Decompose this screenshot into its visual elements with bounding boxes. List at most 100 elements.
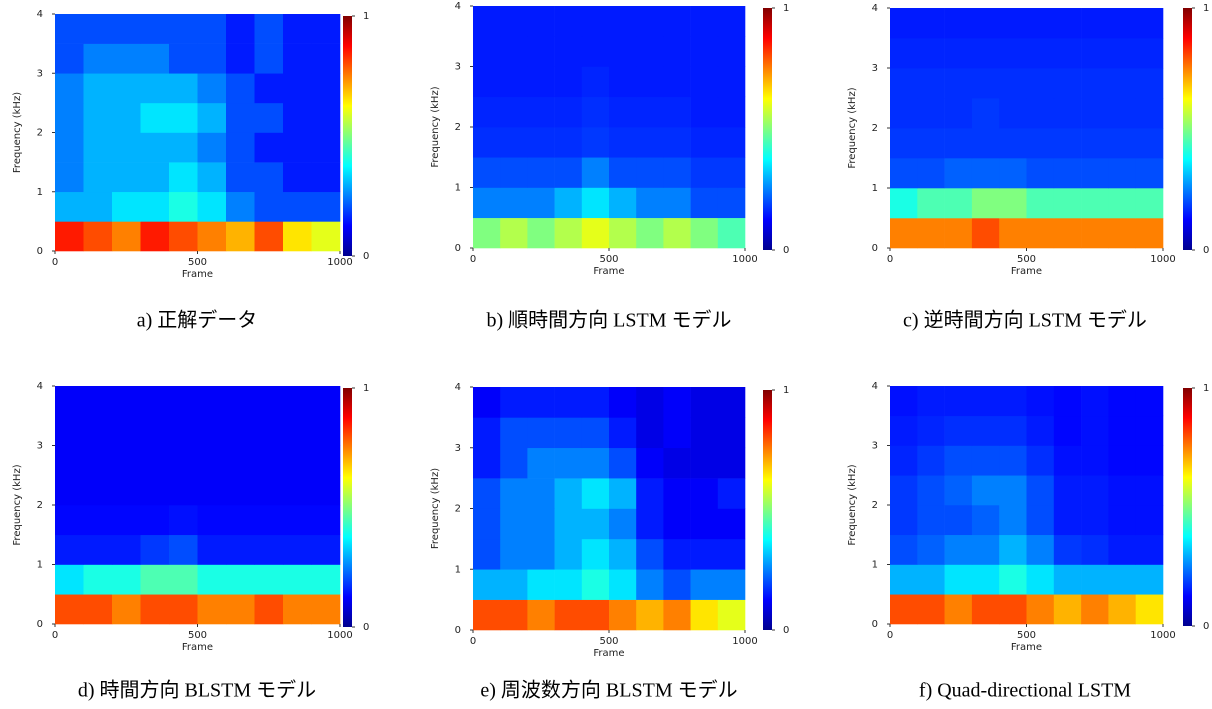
heatmap-cell xyxy=(663,127,691,158)
heatmap-cell xyxy=(312,221,341,251)
heatmap-cell xyxy=(500,36,528,67)
heatmap-cell xyxy=(917,535,945,565)
heatmap-cell xyxy=(1054,446,1082,476)
heatmap-cell xyxy=(112,416,141,446)
heatmap-cell xyxy=(945,386,973,416)
heatmap-cell xyxy=(112,565,141,595)
heatmap-cell xyxy=(527,600,555,631)
heatmap-cell xyxy=(1027,8,1055,38)
heatmap-cell xyxy=(555,448,583,479)
heatmap-cell xyxy=(890,535,918,565)
heatmap-cell xyxy=(555,509,583,540)
heatmap-cell xyxy=(112,73,141,103)
heatmap-cell xyxy=(1108,8,1136,38)
heatmap-cell xyxy=(312,133,341,163)
heatmap-cell xyxy=(718,6,746,37)
heatmap-cell xyxy=(169,565,198,595)
heatmap-cell xyxy=(555,387,583,418)
x-tick-label: 0 xyxy=(887,254,893,265)
heatmap-cell xyxy=(1027,188,1055,218)
y-axis-label: Frequency (kHz) xyxy=(430,86,441,167)
x-axis-label: Frame xyxy=(1011,266,1042,277)
heatmap-cell xyxy=(890,594,918,624)
heatmap-cell xyxy=(999,128,1027,158)
heatmap-cell xyxy=(1054,594,1082,624)
heatmap-cell xyxy=(112,162,141,192)
heatmap-cell xyxy=(999,416,1027,446)
heatmap-cell xyxy=(84,44,113,74)
heatmap-cell xyxy=(255,133,284,163)
heatmap-cell xyxy=(55,505,84,535)
heatmap-cell xyxy=(169,446,198,476)
heatmap-cell xyxy=(198,103,227,133)
heatmap-cell xyxy=(283,565,312,595)
heatmap-cell xyxy=(1136,416,1164,446)
heatmap-cell xyxy=(473,218,501,249)
heatmap-cell xyxy=(500,188,528,219)
heatmap-cell xyxy=(609,36,637,67)
heatmap-cell xyxy=(84,192,113,222)
heatmap-cell xyxy=(1136,446,1164,476)
heatmap-cell xyxy=(1054,68,1082,98)
heatmap-cell xyxy=(169,162,198,192)
heatmap-cell xyxy=(473,539,501,570)
y-tick-label: 0 xyxy=(455,625,461,636)
colorbar xyxy=(343,388,352,627)
heatmap-cell xyxy=(1027,386,1055,416)
heatmap-cell xyxy=(226,535,255,565)
heatmap-cell xyxy=(609,97,637,128)
heatmap-cell xyxy=(1027,446,1055,476)
heatmap-cell xyxy=(1108,416,1136,446)
heatmap-cell xyxy=(312,505,341,535)
heatmap-cell xyxy=(500,127,528,158)
heatmap-cell xyxy=(112,44,141,74)
heatmap-cell xyxy=(582,188,610,219)
heatmap-cell xyxy=(945,158,973,188)
heatmap-cell xyxy=(999,158,1027,188)
heatmap-cell xyxy=(917,505,945,535)
heatmap-cell xyxy=(198,594,227,624)
heatmap-cell xyxy=(226,221,255,251)
heatmap-cell xyxy=(1136,565,1164,595)
x-tick-label: 0 xyxy=(470,636,476,647)
heatmap-cell xyxy=(55,14,84,44)
heatmap-cell xyxy=(999,188,1027,218)
heatmap-cell xyxy=(1027,565,1055,595)
heatmap-cell xyxy=(890,565,918,595)
heatmap-cell xyxy=(555,478,583,509)
heatmap-cell xyxy=(84,594,113,624)
heatmap-cell xyxy=(255,73,284,103)
heatmap-cell xyxy=(55,416,84,446)
heatmap-cell xyxy=(691,539,719,570)
heatmap-cell xyxy=(1054,8,1082,38)
heatmap-cell xyxy=(555,6,583,37)
heatmap-cell xyxy=(917,8,945,38)
heatmap-cell xyxy=(582,67,610,98)
heatmap-cell xyxy=(917,218,945,248)
y-tick-label: 2 xyxy=(37,500,43,511)
heatmap-cell xyxy=(1054,188,1082,218)
y-tick-label: 1 xyxy=(872,183,878,194)
heatmap-cell xyxy=(917,565,945,595)
heatmap-cell xyxy=(582,478,610,509)
heatmap-cell xyxy=(55,221,84,251)
heatmap-cell xyxy=(198,416,227,446)
heatmap-cell xyxy=(473,127,501,158)
heatmap-cell xyxy=(141,386,170,416)
heatmap-cell xyxy=(255,416,284,446)
heatmap-cell xyxy=(255,505,284,535)
heatmap-cell xyxy=(283,44,312,74)
y-tick-label: 4 xyxy=(37,9,43,20)
heatmap-cell xyxy=(226,73,255,103)
heatmap-cell xyxy=(663,600,691,631)
x-tick-label: 500 xyxy=(188,257,207,268)
heatmap-cell xyxy=(555,157,583,188)
caption: a) 正解データ xyxy=(137,309,258,332)
heatmap-cell xyxy=(890,98,918,128)
heatmap-cell xyxy=(1027,128,1055,158)
heatmap-cell xyxy=(84,133,113,163)
heatmap-cell xyxy=(473,600,501,631)
x-tick-label: 500 xyxy=(599,254,618,265)
colorbar-tick-label: 1 xyxy=(1203,3,1209,14)
x-tick-label: 1000 xyxy=(732,254,757,265)
